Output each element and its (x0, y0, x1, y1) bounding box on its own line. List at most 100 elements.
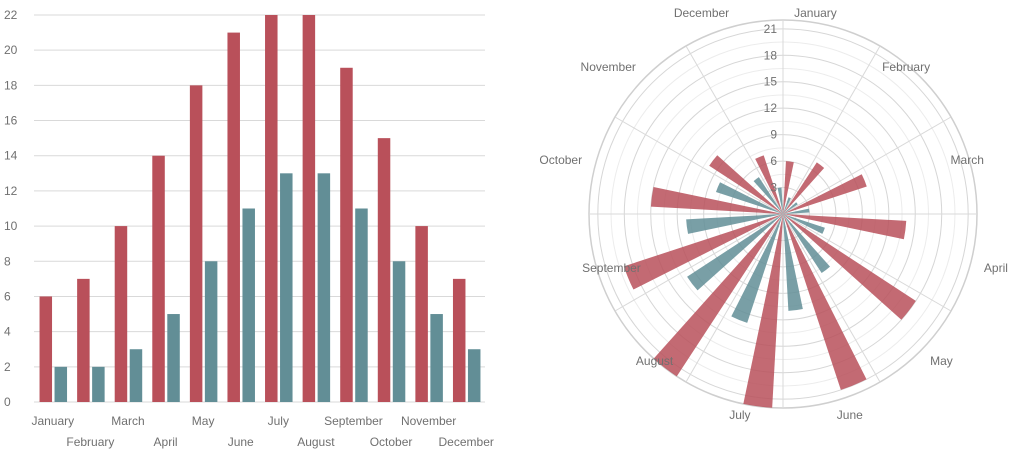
polar-bar-series-2-february (783, 202, 798, 214)
bar-series-2-july (280, 173, 293, 402)
bar-series-2-september (355, 208, 368, 402)
bar-series-1-october (377, 138, 391, 403)
bar-series-2-april (167, 314, 180, 402)
polar-r-tick-label: 6 (770, 154, 777, 168)
polar-spoke (782, 213, 881, 383)
polar-r-tick-label: 15 (764, 75, 778, 89)
polar-spoke (685, 213, 784, 383)
bar-series-1-december (452, 278, 466, 402)
polar-category-label: September (582, 261, 641, 275)
bar-series-1-april (152, 155, 165, 402)
bar-x-tick-label: January (31, 414, 74, 428)
bar-x-tick-label: December (439, 435, 494, 449)
bar-y-tick-label: 4 (4, 325, 11, 339)
bar-chart-bars (39, 15, 481, 403)
bar-x-tick-label: April (154, 435, 178, 449)
polar-spoke (685, 45, 784, 215)
polar-r-tick-label: 9 (770, 128, 777, 142)
polar-spoke (782, 213, 952, 312)
polar-bar-series-2-july (731, 214, 783, 323)
polar-bar-chart: 3 6 9 12 15 18 21 January February March April May… (539, 6, 1008, 422)
bar-x-tick-label: November (401, 414, 456, 428)
polar-bar-series-2-may (783, 214, 831, 274)
bar-series-1-august (302, 15, 316, 402)
bar-chart-x-axis: January February March April May June July Augu… (31, 414, 493, 449)
polar-chart-radial-axis: 3 6 9 12 15 18 21 (764, 22, 778, 195)
bar-series-1-september (340, 67, 353, 402)
bar-series-1-february (77, 278, 90, 402)
bar-y-tick-label: 18 (4, 78, 18, 92)
bar-x-tick-label: July (268, 414, 289, 428)
bar-series-1-november (415, 226, 428, 402)
bar-x-tick-label: September (324, 414, 383, 428)
polar-bar-series-2-december (777, 187, 783, 214)
polar-bar-series-2-october (715, 182, 783, 214)
bar-y-tick-label: 22 (4, 8, 18, 22)
bar-series-2-february (92, 366, 105, 402)
polar-r-tick-label: 18 (764, 48, 778, 62)
polar-r-tick-label: 3 (770, 181, 777, 195)
bar-series-2-march (129, 349, 143, 402)
polar-bar-series-1-august (653, 214, 783, 377)
polar-category-label: December (674, 6, 729, 20)
polar-category-label: January (794, 6, 837, 20)
polar-bar-series-2-november (753, 177, 783, 214)
bar-series-2-june (242, 208, 255, 402)
bar-x-tick-label: February (66, 435, 114, 449)
bar-series-2-november (430, 314, 443, 402)
polar-spoke (614, 116, 784, 215)
polar-category-label: November (581, 60, 636, 74)
polar-category-label: March (951, 153, 984, 167)
polar-category-label: June (837, 408, 863, 422)
polar-bar-series-1-april (783, 214, 907, 240)
bar-y-tick-label: 12 (4, 184, 18, 198)
polar-spoke (782, 45, 881, 215)
polar-bar-series-2-august (687, 214, 783, 291)
polar-bar-series-1-july (743, 214, 783, 408)
bar-y-tick-label: 20 (4, 43, 18, 57)
polar-chart-gridlines (588, 19, 978, 409)
polar-category-label: April (984, 261, 1008, 275)
polar-bar-series-2-june (783, 214, 803, 311)
bar-y-tick-label: 10 (4, 219, 18, 233)
bar-series-2-august (317, 173, 331, 402)
polar-r-tick-label: 21 (764, 22, 778, 36)
bar-y-tick-label: 14 (4, 149, 18, 163)
polar-category-label: May (930, 354, 953, 368)
polar-bar-series-1-february (783, 162, 825, 214)
bar-series-1-july (265, 15, 278, 402)
polar-bar-series-1-october (650, 186, 783, 214)
bar-chart: 0 2 4 6 8 10 12 14 16 18 20 22 January February March… (4, 8, 494, 449)
bar-x-tick-label: October (370, 435, 413, 449)
bar-y-tick-label: 6 (4, 289, 11, 303)
polar-r-tick-label: 12 (764, 101, 778, 115)
polar-category-label: August (636, 354, 674, 368)
polar-category-label: July (729, 408, 750, 422)
polar-spoke (614, 213, 784, 312)
polar-bar-series-2-september (686, 214, 783, 234)
polar-bar-series-1-march (783, 174, 867, 214)
polar-category-label: February (882, 60, 930, 74)
bar-series-1-june (227, 32, 240, 402)
polar-chart-category-labels: January February March April May June July Augu… (539, 6, 1008, 422)
polar-bar-series-1-june (783, 214, 867, 390)
polar-bar-series-1-january (783, 161, 794, 214)
bar-x-tick-label: August (297, 435, 335, 449)
bar-series-1-january (39, 296, 53, 402)
polar-bar-series-1-november (709, 155, 783, 214)
polar-bar-series-1-december (755, 155, 783, 214)
polar-bar-series-2-january (783, 197, 791, 214)
bar-x-tick-label: March (111, 414, 144, 428)
polar-bar-series-2-april (783, 214, 825, 234)
bar-series-1-march (114, 226, 128, 402)
bar-series-2-may (204, 261, 218, 402)
bar-y-tick-label: 2 (4, 360, 11, 374)
polar-category-label: October (539, 153, 582, 167)
bar-series-2-december (467, 349, 481, 402)
bar-x-tick-label: June (228, 435, 254, 449)
bar-y-tick-label: 8 (4, 254, 11, 268)
polar-bar-series-1-may (783, 214, 916, 320)
bar-chart-y-axis: 0 2 4 6 8 10 12 14 16 18 20 22 (4, 8, 18, 409)
polar-spoke (782, 116, 952, 215)
bar-chart-gridlines (34, 14, 485, 403)
